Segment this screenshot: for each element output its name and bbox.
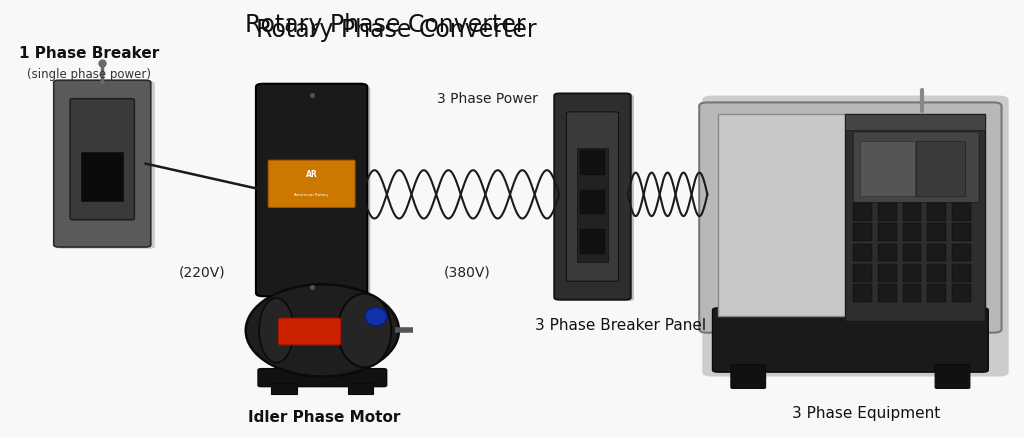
Ellipse shape <box>259 299 294 363</box>
FancyBboxPatch shape <box>279 318 341 345</box>
Text: Idler Phase Motor: Idler Phase Motor <box>248 410 400 424</box>
Bar <box>878 264 897 282</box>
Bar <box>878 285 897 302</box>
FancyBboxPatch shape <box>55 82 155 249</box>
Text: 1 Phase Breaker: 1 Phase Breaker <box>19 46 160 61</box>
FancyBboxPatch shape <box>702 96 1009 377</box>
Text: AR: AR <box>306 170 317 179</box>
Bar <box>952 285 971 302</box>
FancyBboxPatch shape <box>256 85 368 297</box>
FancyBboxPatch shape <box>554 94 631 300</box>
FancyBboxPatch shape <box>713 308 988 372</box>
Bar <box>577 149 608 263</box>
Text: Rotary Phase Converter: Rotary Phase Converter <box>246 13 526 37</box>
Bar <box>952 203 971 221</box>
Bar <box>903 224 922 241</box>
Bar <box>718 115 846 316</box>
FancyBboxPatch shape <box>557 95 634 301</box>
Bar <box>878 244 897 261</box>
Bar <box>81 153 123 201</box>
Text: (380V): (380V) <box>444 265 490 279</box>
Ellipse shape <box>338 294 391 367</box>
Text: (220V): (220V) <box>178 265 225 279</box>
Bar <box>853 224 871 241</box>
Bar <box>853 264 871 282</box>
Bar <box>928 224 946 241</box>
Text: American Rotary: American Rotary <box>294 192 329 196</box>
FancyBboxPatch shape <box>699 103 1001 333</box>
Bar <box>860 142 914 196</box>
Bar <box>878 203 897 221</box>
Ellipse shape <box>246 285 399 377</box>
Text: 3 Phase Power: 3 Phase Power <box>437 92 539 106</box>
Text: Rotary Phase Converter: Rotary Phase Converter <box>256 18 537 42</box>
Bar <box>853 203 871 221</box>
Bar <box>580 230 605 254</box>
Bar <box>952 264 971 282</box>
Bar <box>853 285 871 302</box>
Text: 3 Phase Breaker Panel: 3 Phase Breaker Panel <box>535 318 707 332</box>
Text: 3 Phase Equipment: 3 Phase Equipment <box>792 405 940 420</box>
Bar <box>952 244 971 261</box>
FancyBboxPatch shape <box>70 99 134 220</box>
Bar <box>845 115 985 321</box>
Bar <box>580 151 605 175</box>
Bar <box>903 244 922 261</box>
FancyBboxPatch shape <box>261 87 371 298</box>
Bar <box>928 285 946 302</box>
Bar <box>903 264 922 282</box>
Bar <box>348 383 374 394</box>
FancyBboxPatch shape <box>731 365 766 389</box>
Bar <box>878 224 897 241</box>
FancyBboxPatch shape <box>53 81 151 247</box>
Text: (single phase power): (single phase power) <box>28 68 152 81</box>
FancyBboxPatch shape <box>566 113 618 282</box>
Bar <box>928 203 946 221</box>
Bar <box>903 285 922 302</box>
FancyBboxPatch shape <box>935 365 970 389</box>
FancyBboxPatch shape <box>268 161 355 208</box>
Bar <box>928 264 946 282</box>
Bar <box>271 383 297 394</box>
Bar <box>853 244 871 261</box>
FancyBboxPatch shape <box>258 369 387 387</box>
Bar <box>952 224 971 241</box>
Bar <box>916 142 965 196</box>
Bar <box>903 203 922 221</box>
FancyBboxPatch shape <box>853 133 979 203</box>
Bar <box>845 115 985 131</box>
Bar <box>580 191 605 215</box>
Ellipse shape <box>366 307 387 326</box>
Bar <box>928 244 946 261</box>
